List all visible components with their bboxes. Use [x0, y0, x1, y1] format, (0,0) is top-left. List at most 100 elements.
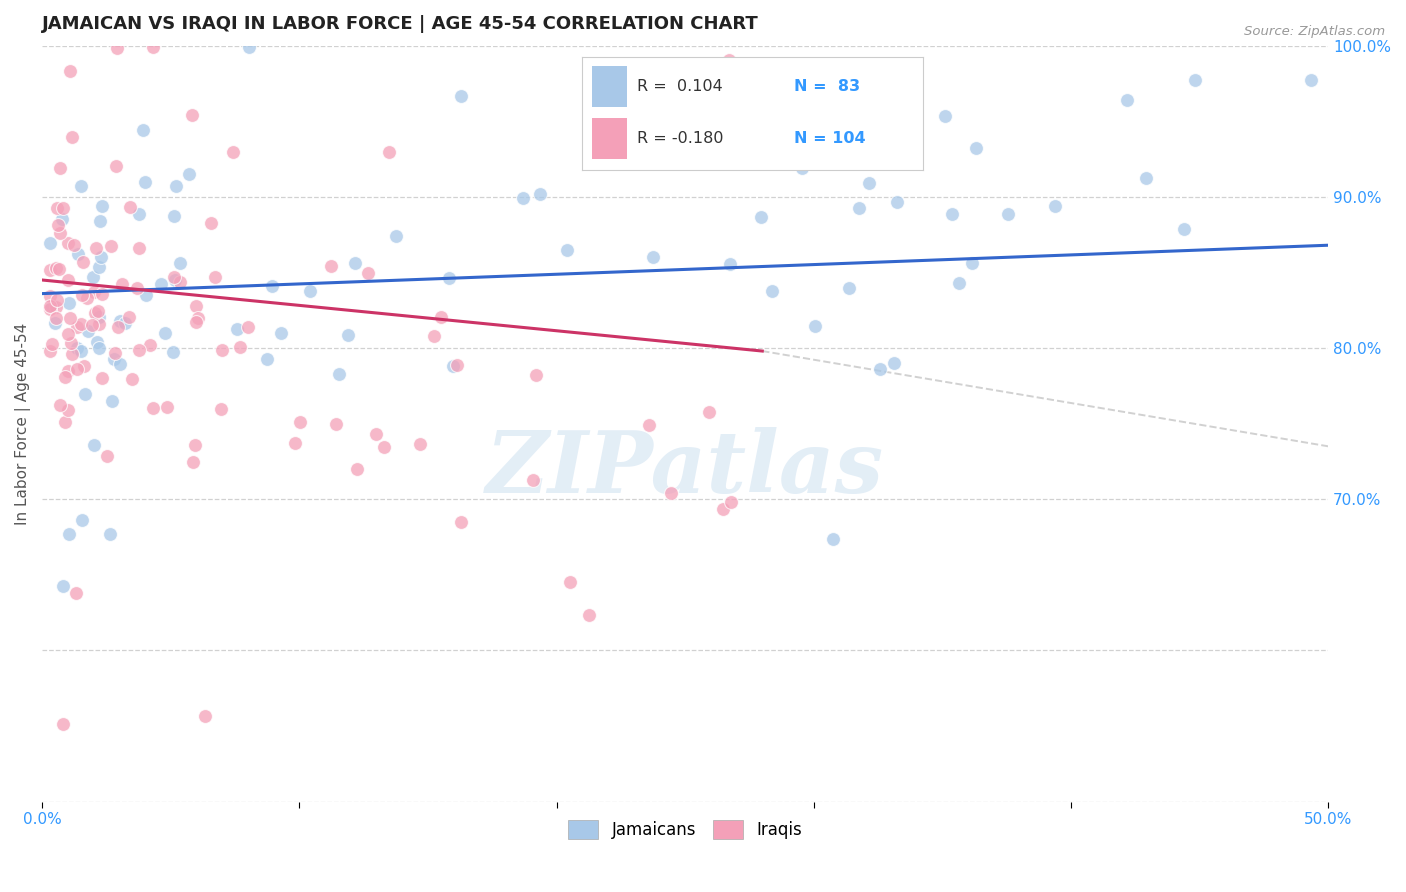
Point — [77, 324, 100, 338]
Point — [138, 338, 160, 352]
Point — [343, 255, 366, 269]
Point — [58, 403, 80, 417]
Point — [72, 254, 94, 268]
Point — [522, 473, 544, 487]
Point — [58, 296, 80, 310]
Point — [720, 495, 742, 509]
Point — [142, 40, 165, 54]
Point — [98, 527, 121, 541]
Point — [127, 280, 149, 294]
Point — [53, 415, 76, 429]
Point — [948, 276, 970, 290]
Point — [101, 393, 124, 408]
Point — [128, 343, 150, 358]
Point — [104, 346, 127, 360]
Point — [169, 256, 191, 270]
Point — [52, 716, 75, 731]
Point — [1173, 221, 1195, 235]
Point — [558, 575, 581, 590]
Point — [941, 206, 963, 220]
Point — [848, 201, 870, 215]
Point — [142, 401, 165, 415]
Point — [200, 215, 222, 229]
Legend: Jamaicans, Iraqis: Jamaicans, Iraqis — [561, 814, 808, 847]
Point — [58, 236, 80, 251]
Point — [965, 141, 987, 155]
Point — [659, 486, 682, 500]
Point — [44, 316, 66, 330]
Point — [153, 326, 176, 340]
Point — [886, 195, 908, 210]
Point — [823, 532, 845, 546]
Point — [225, 321, 247, 335]
Point — [89, 341, 111, 355]
Point — [128, 241, 150, 255]
Point — [869, 362, 891, 376]
Point — [187, 311, 209, 326]
Point — [39, 344, 62, 359]
Point — [76, 291, 98, 305]
Point — [512, 191, 534, 205]
Point — [49, 226, 72, 240]
Point — [89, 310, 111, 325]
Point — [858, 176, 880, 190]
Point — [169, 275, 191, 289]
Point — [211, 343, 233, 358]
Point — [70, 513, 93, 527]
Point — [181, 455, 204, 469]
Text: JAMAICAN VS IRAQI IN LABOR FORCE | AGE 45-54 CORRELATION CHART: JAMAICAN VS IRAQI IN LABOR FORCE | AGE 4… — [42, 15, 759, 33]
Point — [934, 109, 956, 123]
Point — [356, 266, 378, 280]
Point — [128, 207, 150, 221]
Point — [41, 299, 63, 313]
Point — [70, 344, 93, 359]
Point — [373, 441, 395, 455]
Point — [63, 238, 86, 252]
Point — [364, 426, 387, 441]
Point — [83, 306, 105, 320]
Point — [529, 186, 551, 201]
Point — [524, 368, 547, 382]
Point — [270, 326, 292, 340]
Point — [41, 336, 63, 351]
Point — [328, 367, 350, 381]
Point — [72, 287, 94, 301]
Point — [46, 218, 69, 232]
Point — [643, 250, 665, 264]
Point — [156, 401, 179, 415]
Point — [90, 251, 112, 265]
Point — [181, 108, 204, 122]
Point — [45, 311, 67, 326]
Point — [256, 351, 278, 366]
Point — [163, 273, 186, 287]
Point — [697, 405, 720, 419]
Point — [56, 364, 79, 378]
Point — [83, 438, 105, 452]
Point — [299, 284, 322, 298]
Point — [90, 199, 112, 213]
Point — [60, 347, 83, 361]
Point — [446, 358, 468, 372]
Point — [60, 130, 83, 145]
Point — [84, 241, 107, 255]
Point — [711, 502, 734, 516]
Point — [48, 262, 70, 277]
Point — [45, 260, 67, 275]
Point — [221, 145, 243, 159]
Point — [111, 277, 134, 291]
Point — [801, 151, 824, 165]
Point — [384, 229, 406, 244]
Point — [325, 417, 347, 431]
Point — [186, 314, 208, 328]
Point — [1116, 93, 1139, 107]
Point — [163, 270, 186, 285]
Point — [82, 318, 104, 333]
Point — [209, 401, 232, 416]
Point — [105, 41, 128, 55]
Point — [121, 372, 143, 386]
Point — [346, 462, 368, 476]
Point — [65, 586, 87, 600]
Point — [638, 418, 661, 433]
Point — [184, 438, 207, 452]
Point — [75, 387, 97, 401]
